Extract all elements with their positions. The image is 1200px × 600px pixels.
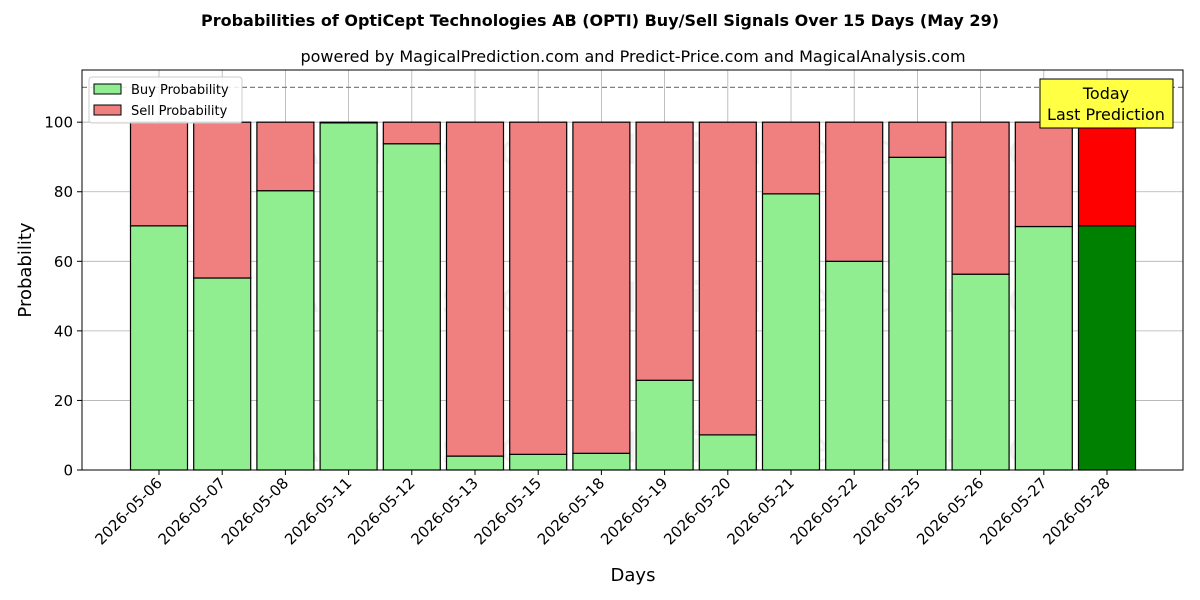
- x-tick-label-2026-05-07: 2026-05-07: [155, 474, 229, 548]
- x-tick-label-2026-05-25: 2026-05-25: [850, 474, 924, 548]
- buy-bar-2026-05-15: [509, 453, 568, 471]
- y-tick-label-4: 80: [54, 183, 73, 201]
- sell-bar-2026-05-08: [256, 121, 315, 192]
- x-tick-label-2026-05-06: 2026-05-06: [91, 474, 165, 548]
- buy-bar-2026-05-20: [698, 434, 757, 471]
- y-tick-label-3: 60: [54, 253, 73, 271]
- sell-bar-2026-05-06: [129, 121, 189, 227]
- x-axis-label: Days: [611, 565, 656, 586]
- sell-bar-2026-05-26: [951, 121, 1010, 275]
- sell-bar-2026-05-11: [319, 121, 378, 124]
- x-tick-label-2026-05-19: 2026-05-19: [597, 474, 671, 548]
- legend-label-1: Sell Probability: [131, 104, 228, 119]
- buy-bar-2026-05-08: [256, 190, 315, 471]
- buy-bar-2026-05-12: [382, 143, 441, 471]
- y-axis: 0 20 40 60 80 100: [44, 114, 82, 480]
- buy-bar-2026-05-19: [635, 379, 694, 471]
- buy-bar-2026-05-06: [129, 225, 189, 471]
- plot-frame: [81, 69, 1184, 471]
- legend-label-0: Buy Probability: [131, 83, 229, 98]
- y-tick-label-0: 0: [63, 462, 73, 480]
- chart-title: Probabilities of OptiCept Technologies A…: [201, 11, 999, 30]
- x-tick-label-2026-05-22: 2026-05-22: [787, 474, 861, 548]
- x-tick-label-2026-05-15: 2026-05-15: [471, 474, 545, 548]
- x-tick-label-2026-05-26: 2026-05-26: [913, 474, 987, 548]
- legend-box: [88, 76, 243, 124]
- sell-bar-2026-05-12: [382, 121, 441, 145]
- buy-bar-2026-05-26: [951, 273, 1010, 471]
- annotation-line-1: Last Prediction: [1047, 105, 1165, 124]
- buy-bar-2026-05-28: [1077, 225, 1137, 471]
- x-tick-label-2026-05-08: 2026-05-08: [218, 474, 292, 548]
- sell-bar-2026-05-25: [888, 121, 947, 158]
- x-tick-label-2026-05-21: 2026-05-21: [723, 474, 797, 548]
- legend-swatch-1: [93, 104, 122, 116]
- sell-bar-2026-05-19: [635, 121, 694, 381]
- sell-bar-2026-05-15: [509, 121, 568, 455]
- x-tick-label-2026-05-18: 2026-05-18: [534, 474, 608, 548]
- sell-bar-2026-05-13: [445, 121, 505, 457]
- buy-bar-2026-05-18: [572, 452, 631, 471]
- sell-bar-2026-05-20: [698, 121, 757, 436]
- buy-bar-2026-05-13: [445, 455, 505, 471]
- x-tick-label-2026-05-12: 2026-05-12: [344, 474, 418, 548]
- legend-swatch-0: [93, 83, 122, 95]
- sell-bar-2026-05-22: [825, 121, 884, 262]
- buy-bar-2026-05-11: [319, 122, 378, 471]
- sell-bar-2026-05-27: [1014, 121, 1073, 228]
- sell-bar-2026-05-18: [572, 121, 631, 454]
- today-annotation: Today Last Prediction: [1039, 78, 1174, 129]
- buy-bar-2026-05-25: [888, 156, 947, 471]
- bars: [129, 121, 1137, 471]
- chart-subtitle: powered by MagicalPrediction.com and Pre…: [300, 47, 965, 66]
- y-axis-label: Probability: [15, 222, 36, 317]
- x-tick-label-2026-05-20: 2026-05-20: [660, 474, 734, 548]
- x-tick-label-2026-05-27: 2026-05-27: [976, 474, 1050, 548]
- buy-bar-2026-05-07: [193, 277, 252, 471]
- buy-bar-2026-05-21: [761, 193, 821, 471]
- x-tick-label-2026-05-13: 2026-05-13: [407, 474, 481, 548]
- legend: Buy Probability Sell Probability: [88, 76, 243, 124]
- buy-bar-2026-05-22: [825, 260, 884, 471]
- x-axis: 2026-05-062026-05-072026-05-082026-05-11…: [91, 470, 1114, 548]
- sell-bar-2026-05-07: [193, 121, 252, 279]
- annotation-line-0: Today: [1082, 84, 1129, 103]
- y-tick-label-5: 100: [44, 114, 73, 132]
- annotation-box: [1039, 78, 1174, 129]
- sell-bar-2026-05-21: [761, 121, 821, 195]
- x-tick-label-2026-05-11: 2026-05-11: [281, 474, 355, 548]
- sell-bar-2026-05-28: [1077, 121, 1137, 227]
- y-tick-label-1: 20: [54, 392, 73, 410]
- y-tick-label-2: 40: [54, 322, 73, 340]
- x-tick-label-2026-05-28: 2026-05-28: [1039, 474, 1113, 548]
- buy-bar-2026-05-27: [1014, 225, 1073, 471]
